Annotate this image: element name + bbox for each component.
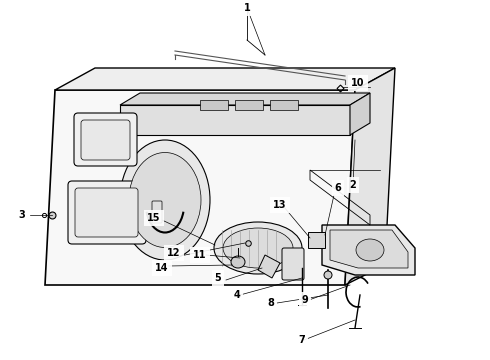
Ellipse shape [214, 222, 302, 274]
Polygon shape [330, 230, 408, 268]
FancyBboxPatch shape [68, 181, 146, 244]
Polygon shape [270, 100, 298, 110]
Text: 12: 12 [167, 248, 181, 258]
Polygon shape [258, 255, 280, 278]
Text: 8: 8 [268, 298, 274, 308]
Text: 2: 2 [350, 180, 356, 190]
Polygon shape [120, 105, 350, 135]
Text: 13: 13 [273, 200, 287, 210]
Ellipse shape [324, 271, 332, 279]
Polygon shape [308, 232, 325, 248]
Polygon shape [120, 93, 370, 105]
Polygon shape [345, 68, 395, 285]
Text: 5: 5 [215, 273, 221, 283]
Ellipse shape [129, 153, 201, 248]
Text: 7: 7 [298, 335, 305, 345]
FancyBboxPatch shape [152, 201, 162, 223]
Polygon shape [350, 93, 370, 135]
Text: 6: 6 [335, 183, 342, 193]
Polygon shape [55, 68, 395, 90]
Polygon shape [45, 90, 355, 285]
Text: 3: 3 [19, 210, 25, 220]
Text: 15: 15 [147, 213, 161, 223]
Text: 10: 10 [351, 78, 365, 88]
FancyBboxPatch shape [282, 248, 304, 280]
Polygon shape [200, 100, 228, 110]
Text: 9: 9 [302, 295, 308, 305]
Polygon shape [322, 225, 415, 275]
Ellipse shape [120, 140, 210, 260]
Text: 4: 4 [234, 290, 241, 300]
Ellipse shape [356, 239, 384, 261]
Text: 11: 11 [193, 250, 207, 260]
Text: 1: 1 [244, 3, 250, 13]
FancyBboxPatch shape [74, 113, 137, 166]
Polygon shape [235, 100, 263, 110]
Ellipse shape [231, 256, 245, 268]
FancyBboxPatch shape [75, 188, 138, 237]
Ellipse shape [223, 228, 293, 268]
Text: 14: 14 [155, 263, 169, 273]
FancyBboxPatch shape [81, 120, 130, 160]
